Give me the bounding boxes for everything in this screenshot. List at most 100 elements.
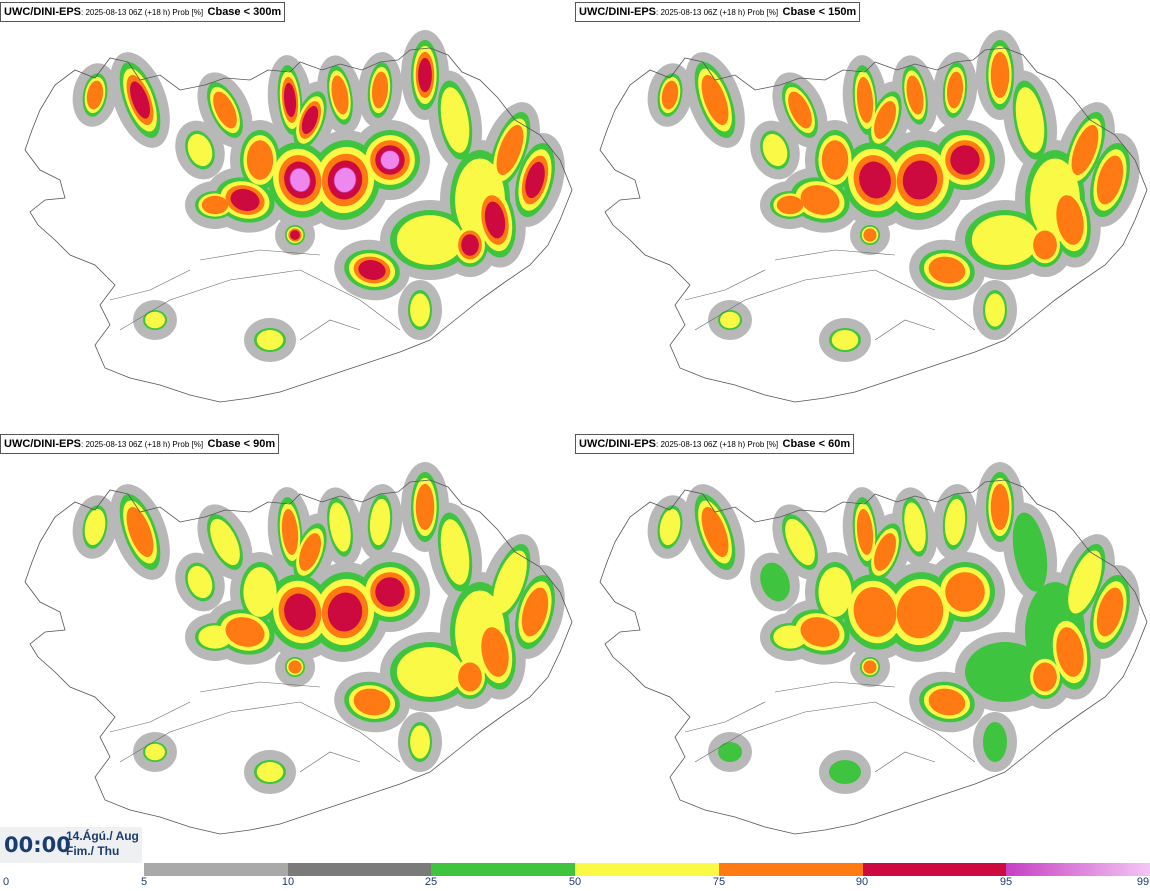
probability-area: [831, 330, 859, 350]
probability-area: [902, 160, 938, 200]
probability-area: [329, 502, 351, 552]
probability-area: [521, 587, 549, 637]
probability-area: [353, 688, 391, 716]
colorbar-segment: [718, 863, 863, 876]
probability-area: [375, 577, 405, 607]
colorbar-tick: 95: [999, 876, 1013, 888]
probability-area: [371, 71, 389, 109]
road-line: [299, 319, 361, 341]
probability-area: [1012, 512, 1048, 592]
probability-area: [821, 140, 849, 180]
colorbar-tick: 90: [855, 876, 869, 888]
probability-area: [661, 80, 679, 110]
probability-area: [856, 508, 874, 556]
probability-area: [859, 161, 891, 199]
probability-area: [1096, 155, 1124, 205]
road-line: [109, 269, 191, 301]
colorbar-segment: [862, 863, 1007, 876]
road-line: [299, 751, 361, 773]
valid-time: 00:00: [4, 833, 71, 857]
probability-area: [1071, 124, 1099, 176]
probability-area: [928, 256, 966, 284]
probability-area: [145, 743, 165, 761]
probability-area: [659, 508, 681, 546]
probability-area: [950, 145, 980, 175]
probability-area: [415, 483, 435, 531]
probability-area: [358, 260, 386, 280]
probability-area: [288, 660, 302, 674]
probability-area: [990, 483, 1010, 531]
probability-area: [126, 506, 154, 558]
probability-area: [853, 587, 897, 637]
probability-area: [256, 330, 284, 350]
probability-area: [983, 722, 1007, 762]
probability-area: [856, 76, 874, 124]
colorbar-tick: 50: [568, 876, 582, 888]
road-line: [774, 249, 896, 261]
probability-area: [701, 74, 729, 126]
probability-area: [863, 660, 877, 674]
colorbar-segment: [1006, 863, 1150, 876]
probability-area: [381, 151, 399, 169]
panel-title: UWC/DINI-EPS: 2025-08-13 06Z (+18 h) Pro…: [0, 2, 286, 22]
colorbar-tick: 75: [712, 876, 726, 888]
probability-area: [701, 506, 729, 558]
probability-area: [873, 101, 897, 139]
road-line: [119, 269, 401, 331]
road-line: [684, 701, 766, 733]
map-panel-60m: UWC/DINI-EPS: 2025-08-13 06Z (+18 h) Pro…: [575, 432, 1150, 862]
probability-area: [945, 572, 985, 612]
probability-area: [396, 647, 464, 697]
probability-area: [256, 762, 284, 782]
probability-area: [86, 80, 104, 110]
probability-area: [84, 508, 106, 546]
probability-colorbar: [144, 863, 1150, 876]
probability-area: [198, 625, 232, 649]
probability-area: [1068, 550, 1102, 614]
probability-area: [788, 91, 812, 129]
probability-area: [990, 51, 1010, 99]
probability-area: [1056, 195, 1084, 245]
probability-area: [298, 533, 322, 571]
colorbar-segment: [575, 863, 719, 876]
probability-area: [396, 215, 464, 265]
probability-area: [301, 105, 319, 135]
probability-area: [906, 75, 924, 115]
probability-area: [213, 91, 237, 129]
probability-area: [965, 642, 1045, 702]
probability-area: [776, 195, 804, 215]
probability-area: [829, 760, 861, 784]
probability-area: [484, 201, 506, 239]
panel-title: UWC/DINI-EPS: 2025-08-13 06Z (+18 h) Pro…: [575, 2, 861, 22]
road-line: [684, 269, 766, 301]
probability-area: [873, 533, 897, 571]
iceland-map: [24, 30, 573, 403]
probability-area: [818, 567, 852, 617]
road-line: [774, 681, 896, 693]
colorbar-tick: 25: [424, 876, 438, 888]
probability-area: [800, 185, 840, 215]
probability-area: [946, 71, 964, 109]
probability-area: [225, 617, 265, 647]
probability-area: [201, 195, 229, 215]
probability-area: [130, 81, 150, 119]
road-line: [119, 701, 401, 763]
road-line: [199, 681, 321, 693]
iceland-map: [24, 462, 573, 835]
road-line: [874, 319, 936, 341]
probability-area: [785, 518, 815, 566]
probability-area: [760, 562, 790, 602]
probability-area: [210, 518, 240, 566]
colorbar-tick: 99: [1136, 876, 1150, 888]
probability-area: [331, 75, 349, 115]
probability-area: [720, 311, 740, 329]
probability-area: [496, 124, 524, 176]
valid-weekday: Fim./ Thu: [66, 844, 120, 858]
road-line: [694, 701, 976, 763]
probability-area: [1015, 87, 1045, 153]
probability-area: [800, 617, 840, 647]
probability-area: [334, 168, 356, 192]
probability-area: [418, 57, 432, 93]
probability-area: [1096, 587, 1124, 637]
probability-area: [971, 215, 1039, 265]
